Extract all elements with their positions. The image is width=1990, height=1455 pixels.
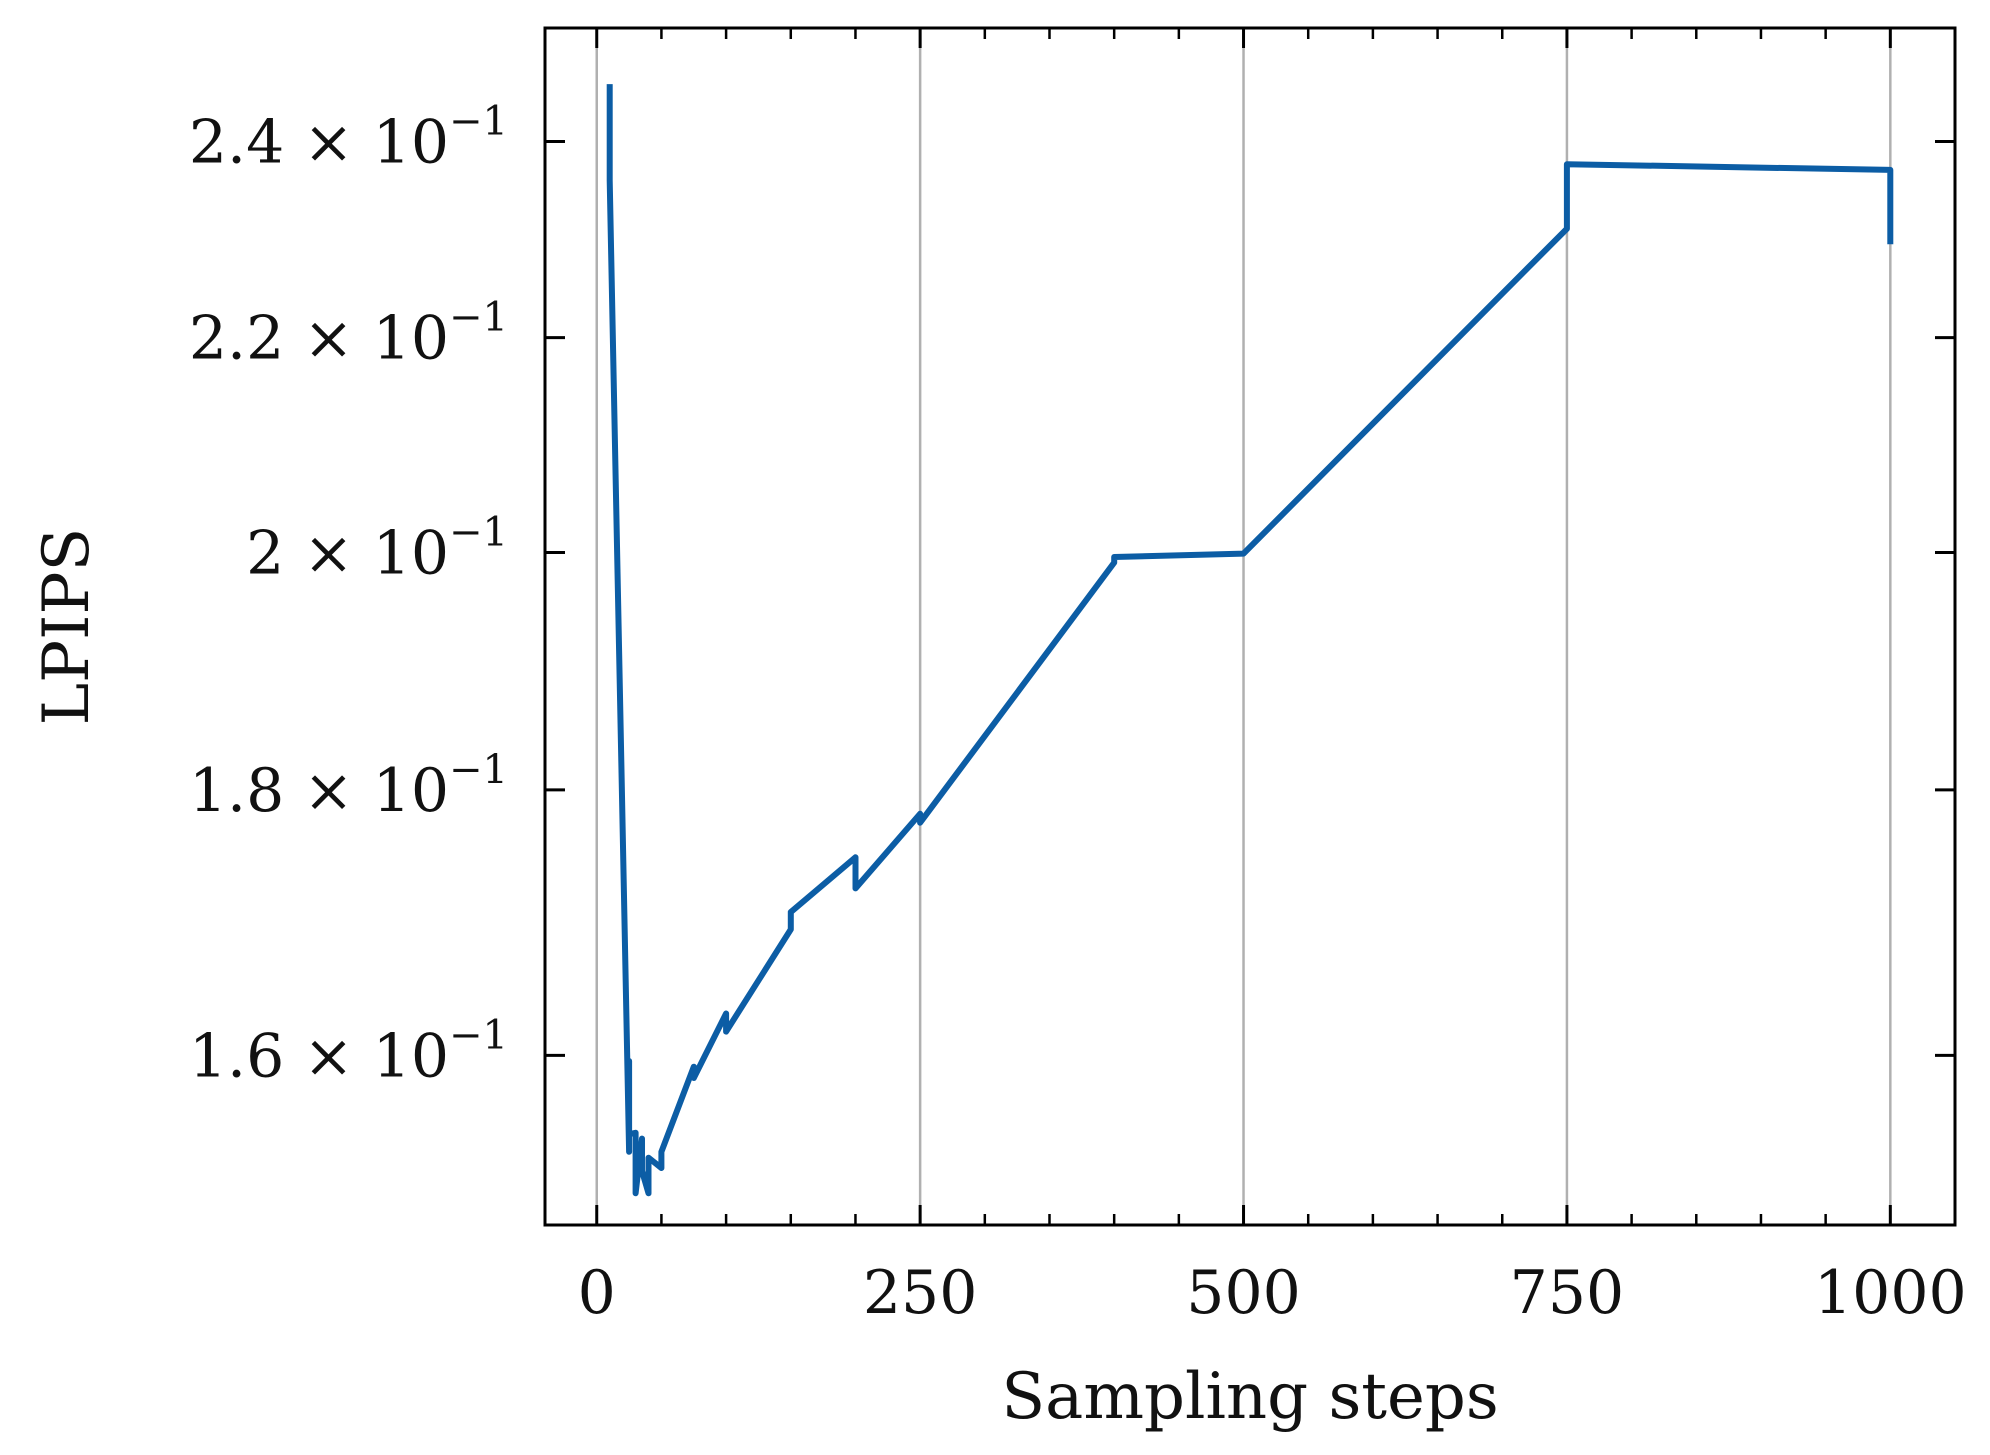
y-tick-label-3: 2.2 × 10−1 (189, 295, 508, 374)
x-tick-label-4: 1000 (1814, 1258, 1967, 1328)
y-tick-labels: 1.6 × 10−1 1.8 × 10−1 2 × 10−1 2.2 × 10−1 2.… (189, 99, 508, 1092)
x-tick-label-1: 250 (863, 1258, 978, 1328)
x-tick-labels: 0 250 500 750 1000 (578, 1258, 1967, 1328)
series-line-lpips (606, 84, 1894, 1197)
x-axis-label: Sampling steps (1001, 1360, 1498, 1434)
y-tick-label-4: 2.4 × 10−1 (189, 99, 508, 178)
series-layer (606, 84, 1894, 1197)
y-axis-label: LPIPS (30, 528, 104, 726)
x-tick-label-0: 0 (578, 1258, 616, 1328)
plot-frame (543, 26, 1957, 1227)
x-tick-label-2: 500 (1186, 1258, 1301, 1328)
x-tick-label-3: 750 (1510, 1258, 1625, 1328)
y-tick-label-0: 1.6 × 10−1 (189, 1012, 508, 1091)
y-tick-label-2: 2 × 10−1 (246, 509, 508, 588)
y-tick-label-1: 1.8 × 10−1 (189, 747, 508, 826)
tick-marks (545, 28, 1955, 1225)
